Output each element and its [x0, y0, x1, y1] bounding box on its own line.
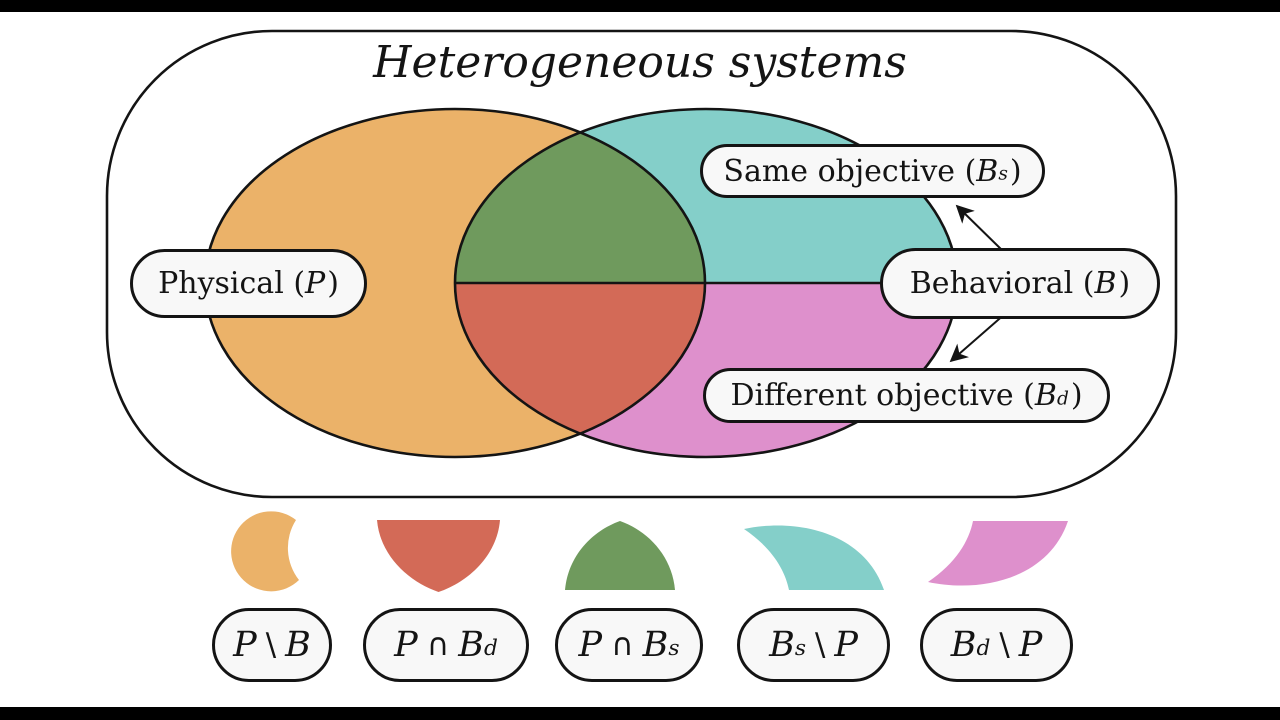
intersection-operator: ∩ — [611, 627, 634, 663]
arrow-to-same-region — [955, 204, 1007, 255]
legend-shape-shield — [377, 520, 500, 592]
legend-shape-fin — [744, 525, 884, 590]
setminus-operator: \ — [265, 627, 277, 663]
intersection-operator: ∩ — [426, 627, 450, 663]
letterbox-top — [0, 0, 1280, 12]
physical-label: Physical (P) — [130, 249, 367, 318]
script-p-symbol: P — [305, 266, 326, 301]
script-b-symbol: B — [976, 153, 999, 189]
script-b-symbol: B — [1034, 378, 1057, 413]
physical-label-text: Physical ( — [158, 266, 306, 301]
diagram-title: Heterogeneous systems — [373, 37, 907, 88]
arrow-to-different-region — [949, 312, 1007, 363]
setminus-operator: \ — [999, 627, 1010, 663]
script-b-symbol: B — [1094, 266, 1117, 301]
legend-shape-flag — [928, 521, 1068, 586]
same-objective-label-text: Same objective ( — [723, 153, 977, 189]
legend-label-physical-minus-behavioral: P \ B — [212, 608, 332, 682]
setminus-operator: \ — [814, 627, 826, 663]
outer-boundary — [105, 29, 1178, 499]
legend-shape-arch — [565, 521, 675, 590]
legend-shape-crescent — [231, 511, 299, 592]
different-objective-label-text: Different objective ( — [730, 378, 1035, 413]
letterbox-bottom — [0, 707, 1280, 720]
behavioral-label: Behavioral (B) — [880, 248, 1160, 319]
behavioral-label-text: Behavioral ( — [909, 266, 1095, 301]
